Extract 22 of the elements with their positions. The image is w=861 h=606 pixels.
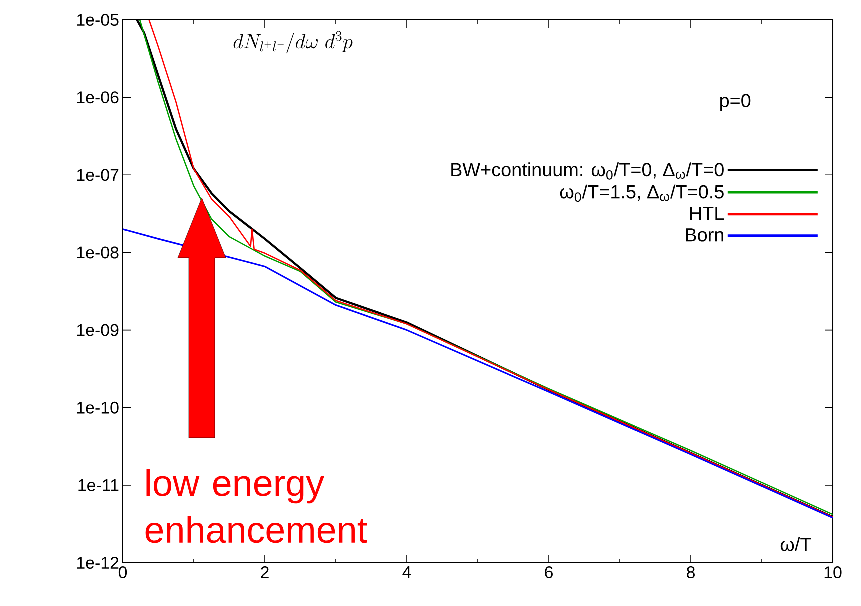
x-tick-label: 10: [824, 566, 842, 579]
x-tick-label: 4: [402, 566, 412, 578]
x-axis-title: ω/T: [780, 537, 812, 552]
legend-title: p=0: [720, 94, 751, 112]
y-tick-label: 1e-09: [77, 324, 119, 336]
y-tick-label: 1e-12: [77, 557, 119, 570]
x-tick-label: 0: [118, 566, 128, 579]
y-tick-label: 1e-08: [77, 246, 119, 259]
y-tick-label: 1e-11: [78, 480, 119, 492]
y-tick-label: 1e-07: [77, 169, 119, 182]
y-tick-label: 1e-10: [77, 402, 119, 414]
y-axis-title: $dN_{l^+l^-}/d\omega\; d^3p$: [234, 31, 353, 54]
legend-label: HTL: [690, 207, 724, 220]
x-tick-label: 6: [545, 566, 553, 579]
y-tick-label: 1e-05: [77, 14, 119, 26]
legend-label: ω$_{0}$/T=1.5, Δ$_{ω}$/T=0.5: [560, 184, 724, 202]
legend-label: Born: [686, 228, 724, 242]
x-tick-label: 8: [687, 566, 695, 579]
x-tick-label: 2: [261, 566, 269, 578]
y-tick-label: 1e-06: [77, 92, 119, 104]
annotation: low energy enhancement: [146, 469, 368, 544]
legend-label: BW+continuum: ω$_{0}$/T=0, Δ$_{ω}$/T=0: [452, 162, 724, 180]
